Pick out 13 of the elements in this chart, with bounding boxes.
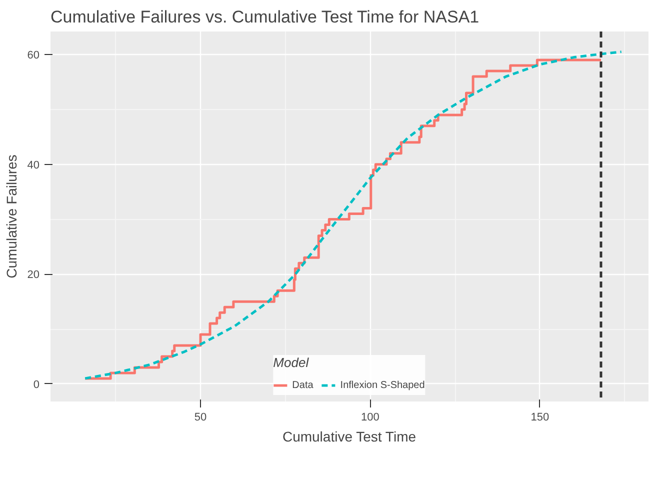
legend-title: Model xyxy=(273,355,310,370)
x-tick-label: 150 xyxy=(530,412,550,424)
x-tick-label: 100 xyxy=(361,412,380,424)
legend-label: Data xyxy=(292,380,314,390)
x-tick-label: 50 xyxy=(194,412,207,424)
y-tick-label: 40 xyxy=(27,159,40,172)
legend-label: Inflexion S-Shaped xyxy=(340,380,425,390)
x-axis-title: Cumulative Test Time xyxy=(282,428,416,444)
y-tick-label: 20 xyxy=(27,269,40,282)
y-tick-label: 60 xyxy=(27,50,40,62)
y-tick-label: 0 xyxy=(33,378,40,391)
y-axis-title: Cumulative Failures xyxy=(3,154,20,278)
chart-title: Cumulative Failures vs. Cumulative Test Time for NASA1 xyxy=(50,8,480,26)
